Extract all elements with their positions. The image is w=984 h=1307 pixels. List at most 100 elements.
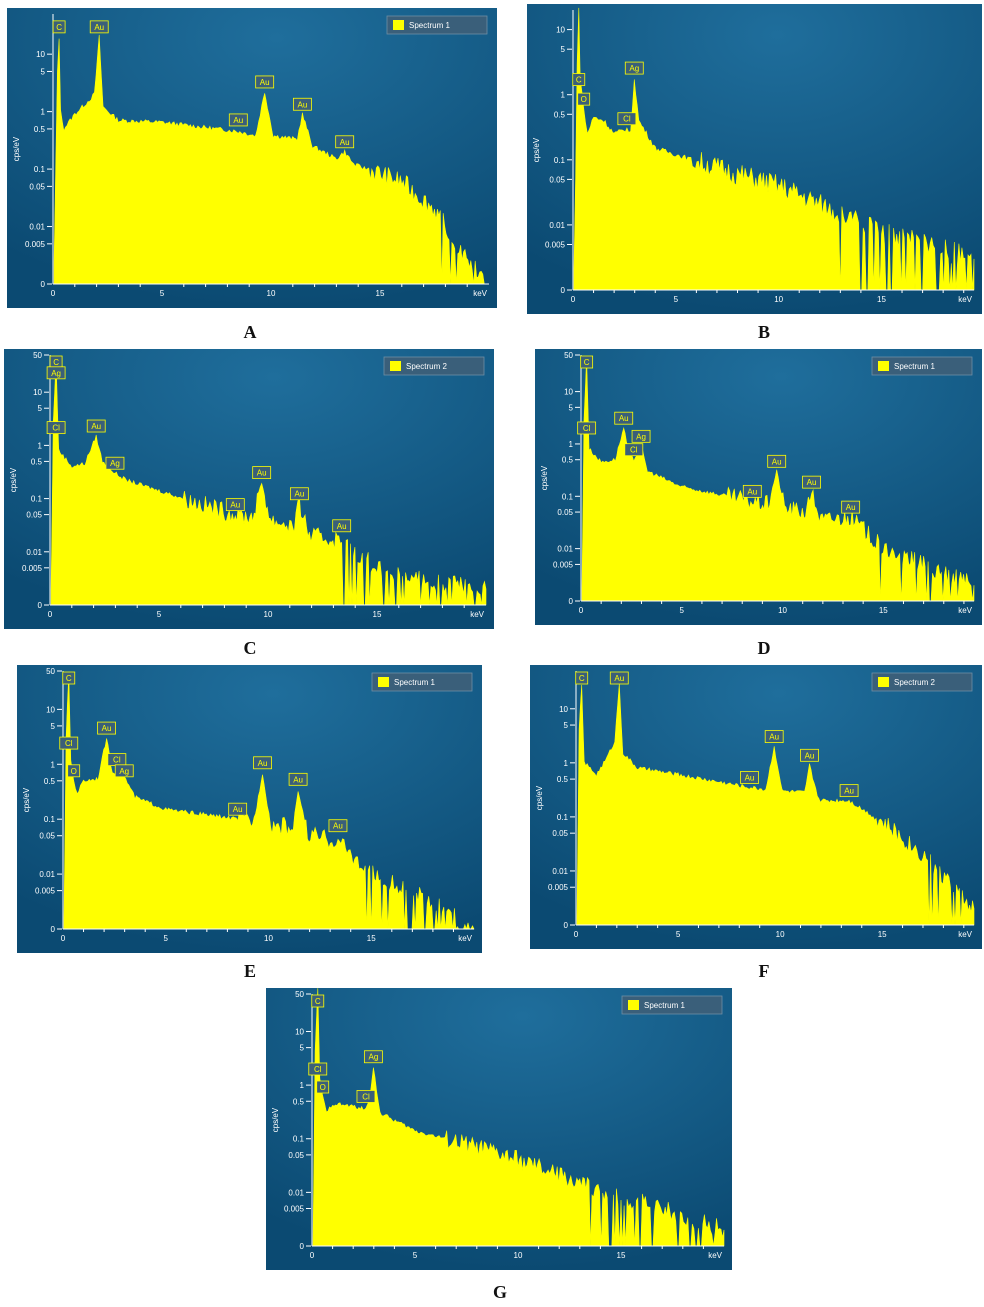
svg-text:Cl: Cl [630, 446, 638, 455]
svg-text:Au: Au [340, 138, 350, 147]
peak-label-c: C [572, 73, 586, 86]
y-tick-label: 0.05 [557, 508, 573, 517]
peak-label-au: Au [800, 748, 819, 762]
x-tick-label: 5 [674, 295, 679, 304]
y-tick-label: 5 [300, 1044, 305, 1053]
y-tick-label: 1 [41, 108, 46, 117]
caption-c: C [243, 638, 257, 658]
svg-text:Au: Au [294, 490, 304, 499]
y-tick-label: 0.01 [39, 870, 55, 879]
x-tick-label: 10 [267, 289, 276, 298]
y-tick-label: 5 [561, 45, 566, 54]
y-tick-label: 5 [51, 722, 56, 731]
y-tick-label: 0 [300, 1242, 305, 1251]
svg-text:Ag: Ag [119, 767, 129, 776]
peak-label-au: Au [740, 771, 759, 784]
y-tick-label: 0.05 [26, 511, 42, 520]
y-tick-label: 5 [38, 404, 43, 413]
y-tick-label: 0.01 [26, 548, 42, 557]
y-tick-label: 0 [561, 286, 566, 295]
y-tick-label: 0.01 [552, 867, 568, 876]
y-tick-label: 10 [36, 50, 45, 59]
peak-label-c: C [311, 994, 325, 1008]
legend-swatch [878, 677, 889, 687]
y-tick-label: 50 [295, 990, 304, 999]
peak-label-o: O [316, 1080, 330, 1094]
svg-text:Au: Au [614, 674, 624, 683]
spectrum-area [581, 357, 975, 602]
y-tick-label: 0.5 [557, 775, 569, 784]
spectrum-area [576, 683, 975, 926]
svg-text:Au: Au [805, 751, 815, 760]
legend-label: Spectrum 1 [409, 21, 450, 30]
panel-f: 10 5 1 0.5 0.1 0.05 0.01 0.005 0 cps/eV 0 5 10 15 keV C… [530, 665, 982, 949]
x-tick-label: 5 [157, 610, 162, 619]
y-axis-label: cps/eV [540, 465, 549, 490]
y-tick-label: 0.5 [31, 457, 43, 466]
peak-label-ag: Ag [624, 61, 644, 75]
panel-e: 50 10 5 1 0.5 0.1 0.05 0.01 0.005 0 cps/eV 0 5 10 15 ke… [17, 665, 482, 953]
y-tick-label: 0.05 [288, 1151, 304, 1160]
svg-text:Au: Au [844, 787, 854, 796]
caption-b: B [757, 322, 770, 342]
y-tick-label: 1 [38, 441, 43, 450]
svg-text:O: O [71, 767, 77, 776]
x-axis-label: keV [470, 610, 484, 619]
y-tick-label: 0.005 [35, 887, 56, 896]
peak-label-au: Au [764, 730, 784, 743]
peak-label-au: Au [802, 475, 821, 489]
peak-label-au: Au [288, 772, 308, 786]
y-axis-label: cps/eV [532, 137, 541, 162]
svg-text:Au: Au [233, 116, 243, 125]
y-tick-label: 0.05 [29, 182, 45, 191]
panel-a: 10 5 1 0.5 0.1 0.05 0.01 0.005 0 cps/eV 0 5 10 15 keV C… [7, 8, 497, 308]
panel-b: 10 5 1 0.5 0.1 0.05 0.01 0.005 0 cps/eV 0 5 10 15 keV C… [527, 4, 982, 314]
x-tick-label: 0 [310, 1251, 315, 1260]
x-tick-label: 10 [776, 930, 785, 939]
x-tick-label: 15 [367, 934, 376, 943]
y-axis-label: cps/eV [9, 467, 18, 492]
y-tick-label: 10 [46, 705, 55, 714]
spectrum-chart-f: 10 5 1 0.5 0.1 0.05 0.01 0.005 0 cps/eV 0 5 10 15 keV C… [530, 665, 982, 949]
peak-label-ag: Ag [46, 366, 66, 380]
spectrum-chart-g: 50 10 5 1 0.5 0.1 0.05 0.01 0.005 0 cps/eV 0 5 10 15 ke… [266, 988, 732, 1270]
legend: Spectrum 1 [621, 995, 723, 1015]
y-axis-label: cps/eV [12, 136, 21, 161]
peak-label-au: Au [252, 466, 272, 479]
y-tick-label: 0.1 [44, 815, 56, 824]
y-tick-label: 10 [556, 26, 565, 35]
x-tick-label: 10 [774, 295, 783, 304]
peak-label-ag: Ag [363, 1050, 383, 1064]
peak-label-au: Au [89, 20, 109, 34]
spectrum-area [53, 34, 489, 285]
svg-text:O: O [320, 1083, 326, 1092]
peak-label-au: Au [228, 802, 248, 816]
svg-text:C: C [584, 358, 590, 367]
y-tick-label: 1 [564, 759, 569, 768]
x-tick-label: 5 [676, 930, 681, 939]
svg-text:Au: Au [230, 501, 240, 510]
svg-text:Cl: Cl [623, 115, 631, 124]
y-tick-label: 0.5 [44, 777, 56, 786]
peak-label-c: C [575, 671, 589, 685]
y-tick-label: 0 [41, 280, 46, 289]
svg-text:Ag: Ag [51, 369, 61, 378]
legend: Spectrum 1 [371, 672, 473, 692]
svg-text:Au: Au [769, 733, 779, 742]
y-tick-label: 0.01 [29, 223, 45, 232]
svg-text:Au: Au [747, 487, 757, 496]
y-tick-label: 0.1 [562, 492, 574, 501]
spectrum-chart-d: 50 10 5 1 0.5 0.1 0.05 0.01 0.005 0 cps/eV 0 5 10 15 ke… [535, 349, 982, 625]
x-tick-label: 10 [514, 1251, 523, 1260]
peak-label-cl: Cl [59, 736, 79, 750]
y-tick-label: 0.05 [39, 832, 55, 841]
y-tick-label: 0 [51, 925, 56, 934]
y-tick-label: 0.005 [22, 564, 43, 573]
legend-swatch [378, 677, 389, 687]
svg-text:Au: Au [233, 805, 243, 814]
y-tick-label: 0 [564, 921, 569, 930]
x-tick-label: 15 [878, 930, 887, 939]
legend-swatch [878, 361, 889, 371]
svg-text:Au: Au [619, 414, 629, 423]
y-tick-label: 0.005 [284, 1205, 305, 1214]
